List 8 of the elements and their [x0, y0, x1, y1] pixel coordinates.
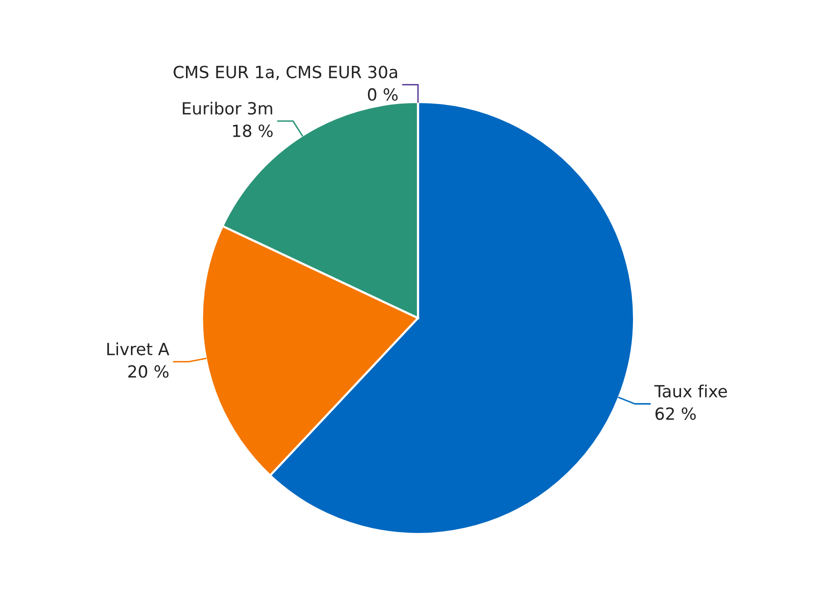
data-label: 62 % — [656, 407, 696, 420]
slice-label: Euribor 3m — [182, 102, 272, 115]
data-label: 18 % — [233, 124, 273, 138]
category-label: CMS EUR 1a, CMS EUR 30a — [174, 66, 398, 80]
data-label: 20 % — [128, 365, 168, 378]
slice-label: Livret A — [107, 342, 170, 356]
text: 0 % — [368, 88, 398, 101]
slice-label: Taux fixe — [654, 384, 727, 398]
